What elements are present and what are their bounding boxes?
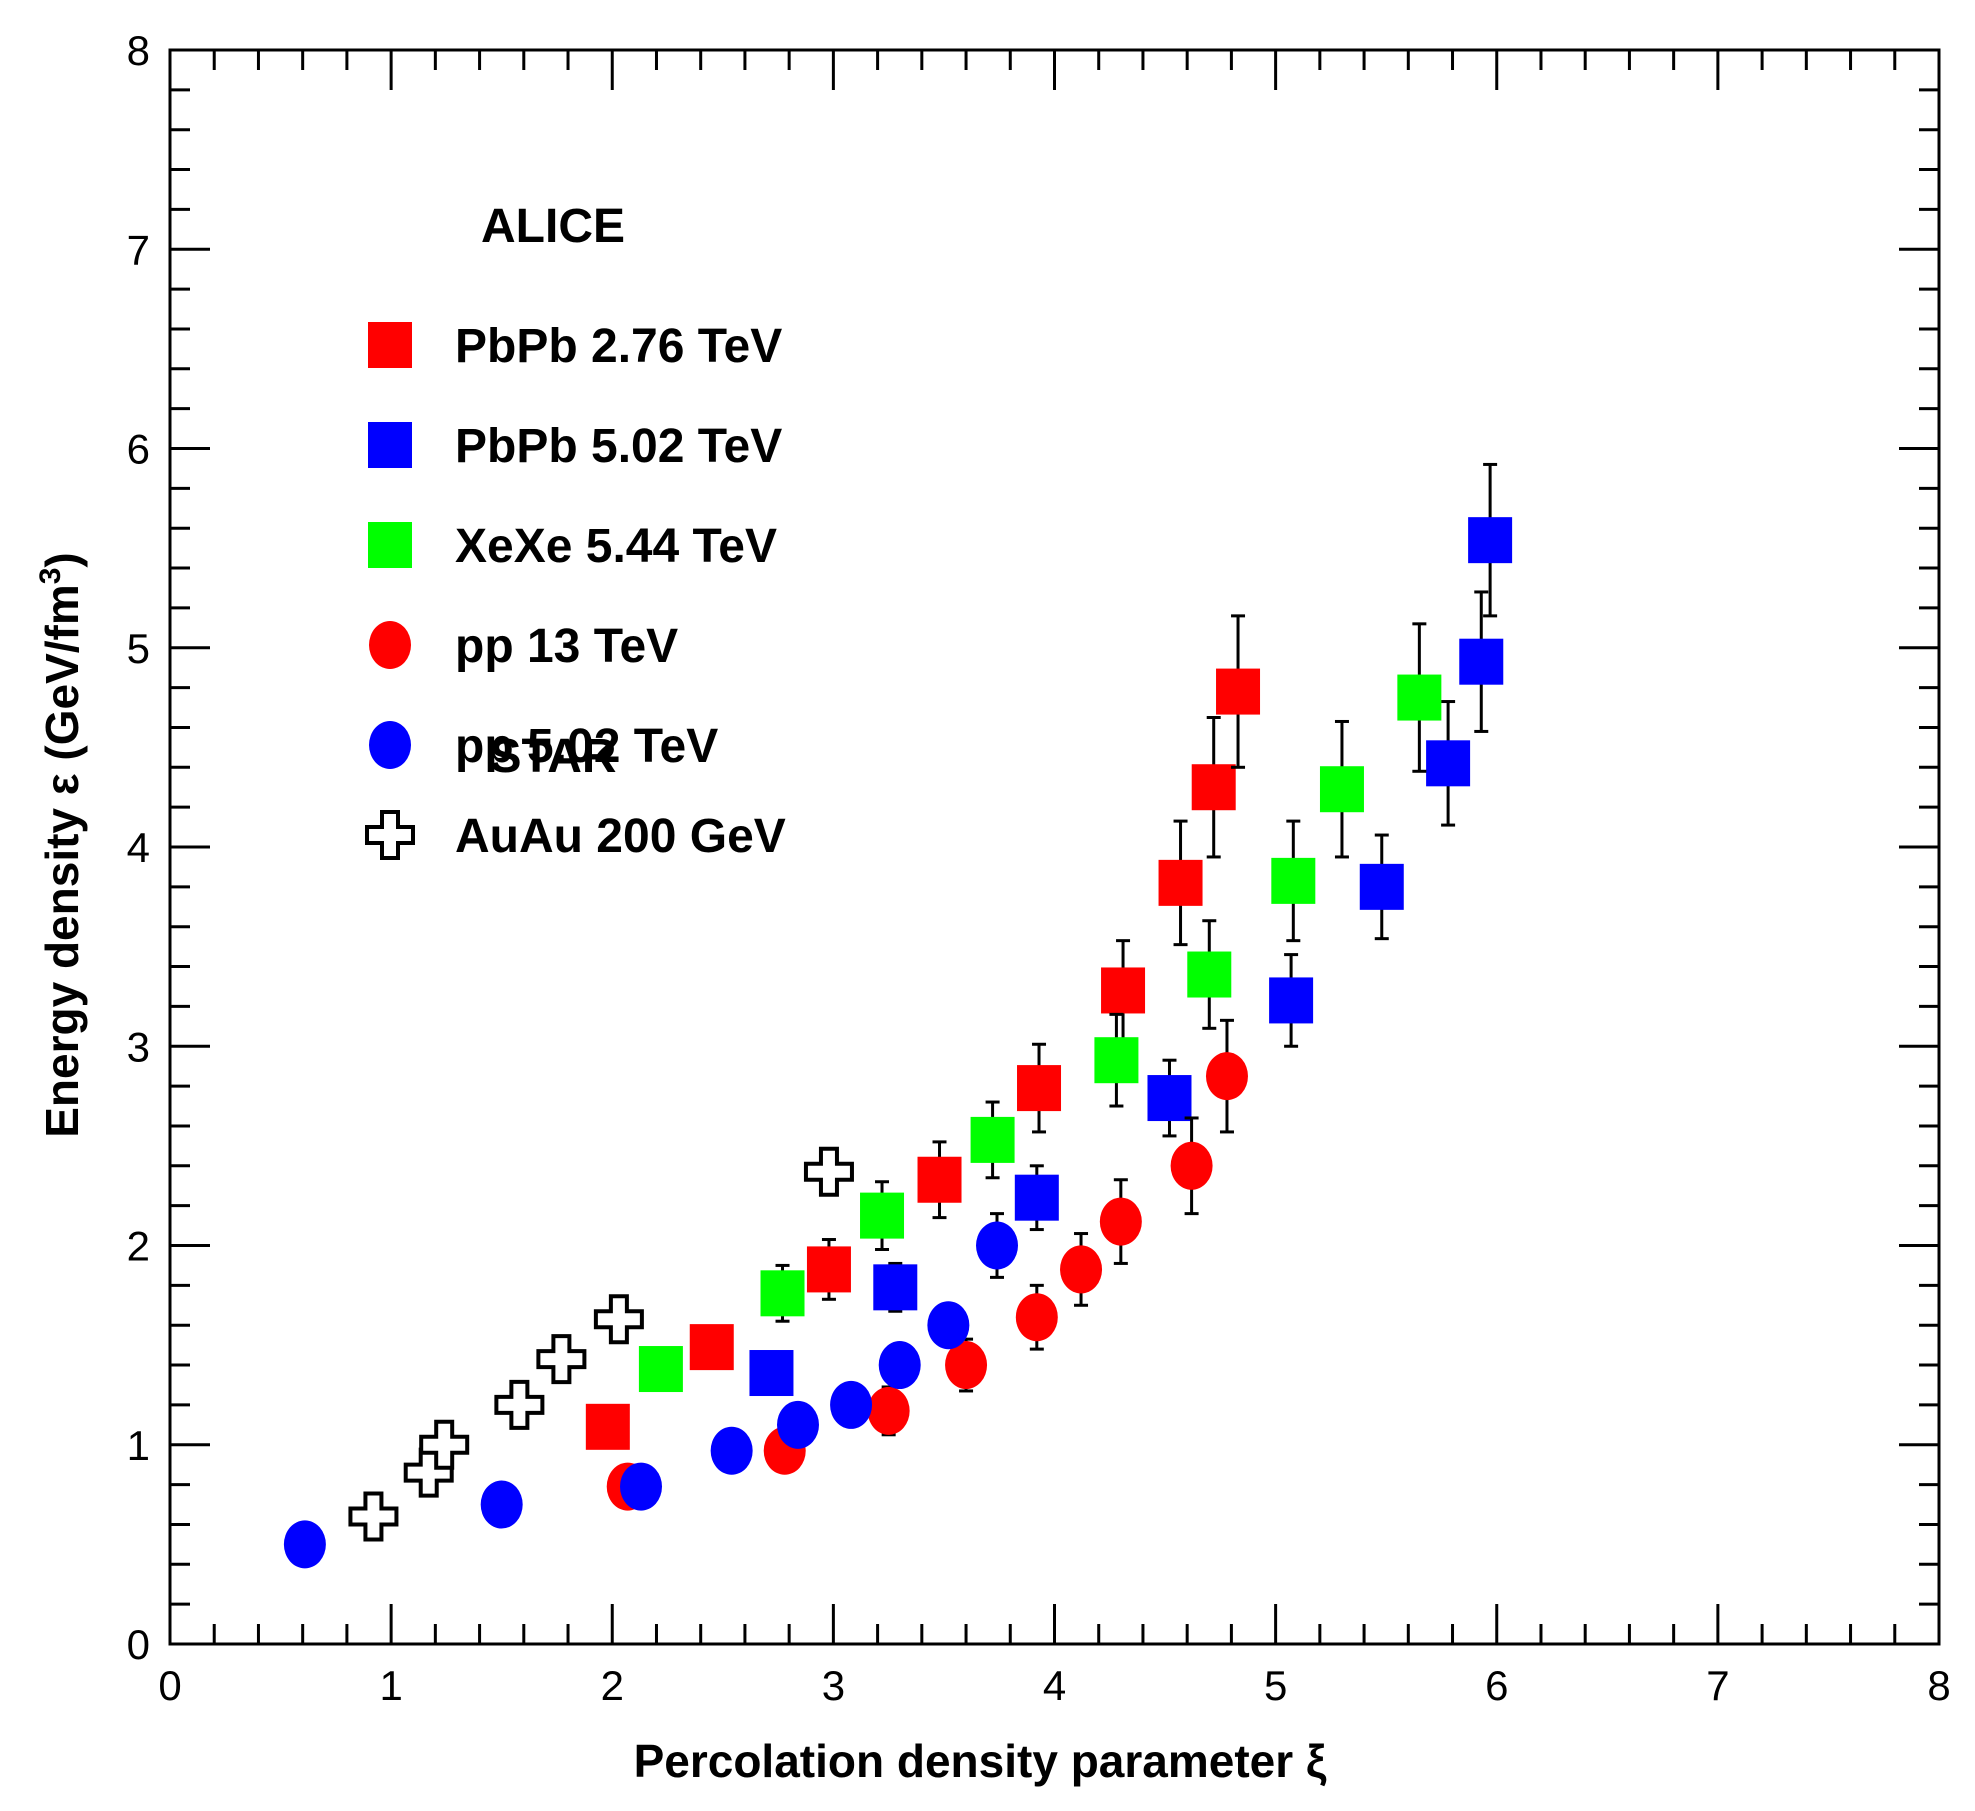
y-tick-label: 0 — [127, 1621, 150, 1668]
axis-tick-labels: 0 1 2 3 4 5 6 7 8 0 1 2 3 4 5 6 7 8 — [127, 27, 1951, 1709]
data-point — [1187, 951, 1232, 998]
y-tick-label: 6 — [127, 426, 150, 473]
x-tick-label: 5 — [1264, 1662, 1287, 1709]
legend-entry-label: XeXe 5.44 TeV — [455, 520, 777, 573]
data-point — [638, 1346, 683, 1393]
y-tick-label: 1 — [127, 1422, 150, 1469]
x-tick-label: 0 — [158, 1662, 181, 1709]
data-point — [1014, 1174, 1059, 1221]
data-point — [1426, 740, 1471, 787]
data-point — [776, 1400, 819, 1449]
data-point — [1099, 1197, 1142, 1246]
x-tick-label: 4 — [1043, 1662, 1066, 1709]
axis-ticks — [168, 48, 1941, 1646]
x-axis-title: Percolation density parameter ξ — [634, 1735, 1327, 1787]
series-xexe-5-44-tev — [638, 622, 1442, 1393]
data-point — [1015, 1293, 1058, 1342]
data-point — [1060, 1245, 1103, 1294]
series-pp-5-02-tev — [283, 1212, 1019, 1569]
legend-entry-label: PbPb 2.76 TeV — [455, 320, 782, 373]
data-point — [970, 1116, 1015, 1163]
data-point — [1147, 1075, 1192, 1122]
data-point — [1205, 1052, 1248, 1101]
data-point — [1101, 967, 1146, 1014]
data-point — [1271, 857, 1316, 904]
data-point — [1468, 517, 1513, 564]
data-point — [348, 1491, 399, 1542]
legend-entry-label: AuAu 200 GeV — [455, 810, 786, 863]
legend-header: STAR — [489, 730, 616, 783]
data-point — [806, 1246, 851, 1293]
data-point — [927, 1301, 970, 1350]
data-point — [1017, 1065, 1062, 1112]
x-tick-label: 2 — [601, 1662, 624, 1709]
data-point — [480, 1480, 523, 1529]
data-point — [867, 1386, 910, 1435]
x-tick-label: 6 — [1485, 1662, 1508, 1709]
y-axis-title-close: ) — [36, 552, 88, 567]
x-tick-label: 8 — [1927, 1662, 1950, 1709]
y-axis-title: Energy density ε (GeV/fm3) — [34, 552, 88, 1138]
data-point — [536, 1334, 587, 1385]
series-pbpb-5-02-tev — [749, 462, 1513, 1397]
data-point — [1397, 674, 1442, 721]
data-point — [860, 1192, 905, 1239]
data-point — [593, 1294, 644, 1345]
legend: ALICE PbPb 2.76 TeV PbPb 5.02 TeV XeXe 5.44… — [365, 200, 786, 863]
data-point — [585, 1403, 630, 1450]
data-point — [760, 1270, 805, 1317]
series-pbpb-2-76-tev — [585, 614, 1261, 1450]
y-axis-title-superscript: 3 — [34, 568, 67, 585]
data-point — [803, 1146, 854, 1197]
data-point — [619, 1462, 662, 1511]
legend-entry-label: pp 5.02 TeV — [455, 720, 718, 773]
data-point — [945, 1341, 988, 1390]
data-point — [1319, 766, 1364, 813]
x-tick-label: 3 — [822, 1662, 845, 1709]
legend-entry-label: pp 13 TeV — [455, 620, 678, 673]
legend-marker — [368, 422, 412, 468]
y-tick-label: 2 — [127, 1223, 150, 1270]
data-point — [1191, 764, 1236, 811]
legend-marker — [368, 522, 412, 568]
y-tick-label: 8 — [127, 27, 150, 74]
y-tick-label: 7 — [127, 226, 150, 273]
series-auau-200-gev — [348, 1146, 854, 1542]
data-point — [1158, 859, 1203, 906]
data-point — [878, 1341, 921, 1390]
y-axis-title-main: Energy density ε (GeV/fm — [36, 584, 88, 1138]
data-point — [494, 1379, 545, 1430]
legend-marker — [369, 621, 411, 669]
data-point — [749, 1350, 794, 1397]
data-point — [830, 1380, 873, 1429]
data-point — [1359, 863, 1404, 910]
legend-marker — [368, 322, 412, 368]
data-points — [283, 462, 1513, 1569]
legend-marker — [369, 721, 411, 769]
data-point — [1459, 638, 1504, 685]
legend-entry-label: PbPb 5.02 TeV — [455, 420, 782, 473]
data-point — [689, 1324, 734, 1371]
legend-header: ALICE — [481, 200, 625, 253]
data-point — [1269, 977, 1314, 1024]
data-point — [283, 1520, 326, 1569]
legend-marker — [365, 810, 415, 860]
data-point — [873, 1264, 918, 1311]
data-point — [1094, 1037, 1139, 1084]
plot-frame — [168, 48, 1941, 1646]
data-point — [710, 1426, 753, 1475]
y-tick-label: 5 — [127, 625, 150, 672]
y-tick-label: 4 — [127, 824, 150, 871]
data-point — [1170, 1141, 1213, 1190]
x-tick-label: 1 — [379, 1662, 402, 1709]
data-point — [917, 1156, 962, 1203]
data-point — [976, 1221, 1019, 1270]
y-tick-label: 3 — [127, 1023, 150, 1070]
data-point — [1216, 668, 1261, 715]
data-point — [419, 1419, 470, 1470]
x-tick-label: 7 — [1706, 1662, 1729, 1709]
